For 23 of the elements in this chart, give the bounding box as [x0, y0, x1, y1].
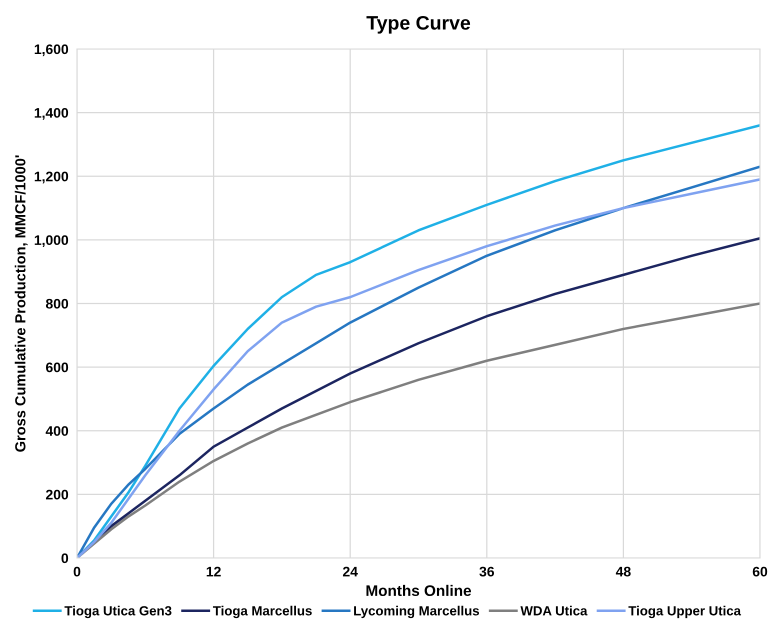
x-axis-title: Months Online: [366, 584, 472, 596]
chart-title: Type Curve: [366, 16, 470, 34]
y-tick-label: 200: [46, 490, 68, 500]
y-tick-label: 600: [46, 362, 68, 372]
x-tick-label: 36: [479, 566, 494, 577]
legend-label: Tioga Marcellus: [212, 606, 312, 618]
y-axis-title: Gross Cumulative Production, MMCF/1000': [14, 155, 28, 452]
y-tick-label: 1,200: [34, 172, 68, 184]
y-tick-label: 400: [46, 426, 68, 436]
x-tick-label: 48: [616, 566, 631, 577]
y-tick-label: 800: [46, 298, 68, 309]
x-tick-label: 60: [752, 566, 768, 577]
legend-label: WDA Utica: [520, 606, 588, 616]
legend-label: Tioga Upper Utica: [628, 606, 742, 618]
legend-label: Lycoming Marcellus: [354, 606, 480, 618]
y-tick-label: 0: [61, 553, 68, 564]
y-tick-label: 1,400: [34, 108, 68, 120]
legend-label: Tioga Utica Gen3: [64, 606, 172, 618]
x-tick-label: 0: [74, 566, 80, 577]
y-tick-label: 1,600: [34, 44, 68, 56]
y-tick-label: 1,000: [34, 235, 68, 248]
x-tick-label: 24: [342, 566, 358, 576]
x-tick-label: 12: [206, 566, 221, 576]
